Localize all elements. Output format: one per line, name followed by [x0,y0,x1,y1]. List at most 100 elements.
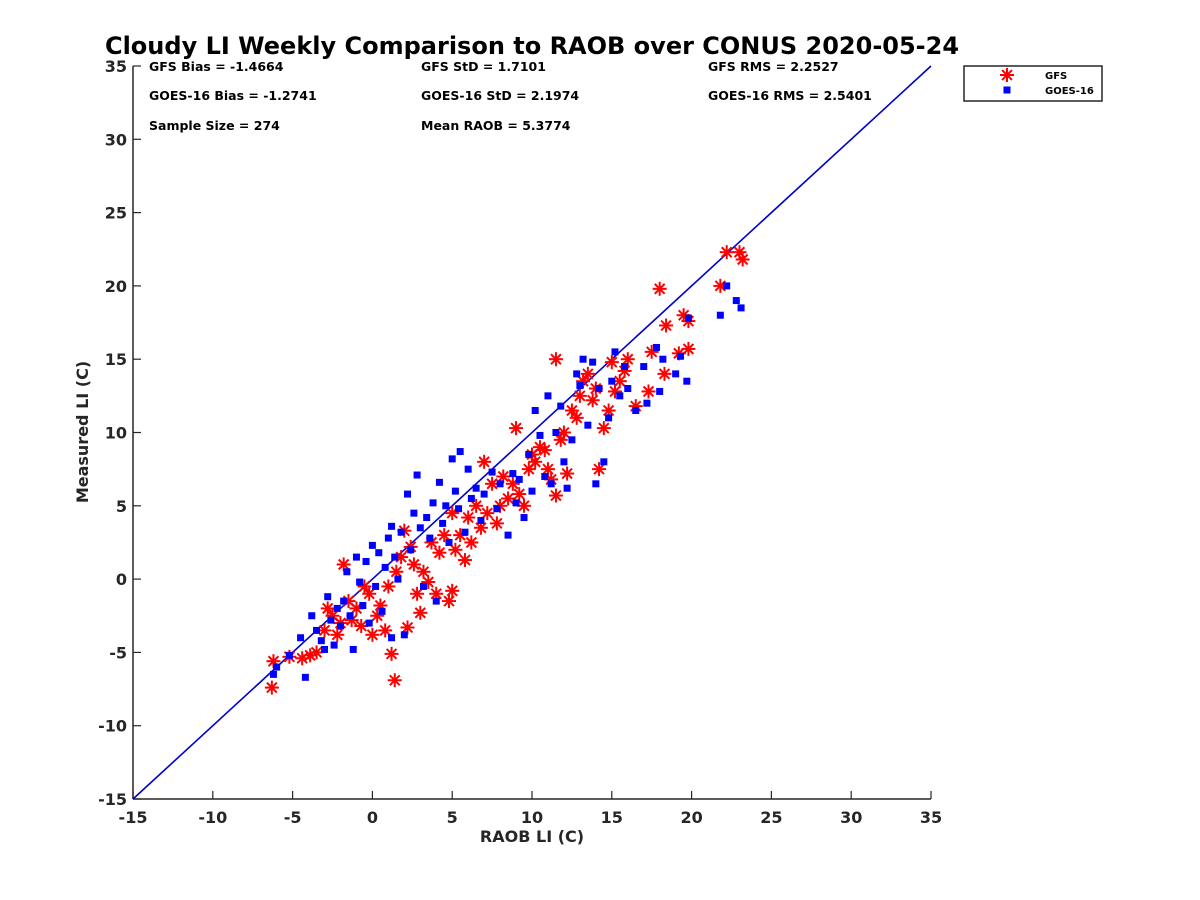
y-tick-label: -10 [98,717,127,736]
goes16-point [723,282,731,290]
gfs-point [387,673,402,688]
goes16-point [600,458,608,466]
legend: GFS GOES-16 [963,65,1103,102]
goes16-point [589,358,597,366]
x-tick-label: 5 [447,808,458,827]
goes16-point [477,516,485,524]
goes16-point [356,578,364,586]
goes16-point [467,494,475,502]
y-tick-label: -5 [109,643,127,662]
goes16-point [672,370,680,378]
goes16-point [573,370,581,378]
gfs-point [437,528,452,543]
goes16-point [407,546,415,554]
gfs-point [641,384,656,399]
goes16-point [439,519,447,527]
gfs-point [607,384,622,399]
y-tick-label: 25 [105,204,127,223]
goes16-bias-stat: GOES-16 Bias = -1.2741 [149,88,317,103]
legend-gfs-label: GFS [1045,71,1067,82]
goes16-point [375,549,383,557]
goes16-point [568,436,576,444]
goes16-point [442,502,450,510]
gfs-point [410,586,425,601]
goes16-point [560,458,568,466]
goes16-point [528,487,536,495]
goes16-point [423,514,431,522]
goes16-point [531,407,539,415]
gfs-point [336,557,351,572]
statistics-block: GFS Bias = -1.4664 GFS StD = 1.7101 GFS … [149,59,872,133]
goes16-point [737,304,745,312]
goes16-point [683,377,691,385]
goes16-point [640,363,648,371]
goes16-point [426,534,434,542]
goes16-point [372,582,380,590]
gfs-point [580,366,595,381]
goes16-point [480,490,488,498]
goes16-point [676,352,684,360]
gfs-point [564,403,579,418]
goes16-point [509,470,517,478]
gfs-point [681,341,696,356]
legend-goes16-label: GOES-16 [1045,86,1094,97]
gfs-point [406,557,421,572]
goes16-point [643,399,651,407]
goes16-point [327,616,335,624]
goes16-series [269,282,745,681]
goes16-point [313,626,321,634]
gfs-point [620,352,635,367]
goes16-point [391,553,399,561]
gfs-point [457,553,472,568]
x-tick-label: 35 [920,808,942,827]
goes16-point [684,314,692,322]
goes16-point [624,385,632,393]
x-tick-label: 15 [601,808,623,827]
goes16-point [493,505,501,513]
goes16-point [384,534,392,542]
legend-goes16-square-icon [1003,86,1011,94]
gfs-point [572,388,587,403]
gfs-std-stat: GFS StD = 1.7101 [421,59,546,74]
goes16-point [512,499,520,507]
gfs-point [365,627,380,642]
goes16-point [419,582,427,590]
gfs-point [469,498,484,513]
goes16-point [504,531,512,539]
gfs-point [569,410,584,425]
y-tick-label: 5 [116,497,127,516]
goes16-point [308,612,316,620]
goes16-point [413,471,421,479]
goes16-point [269,670,277,678]
goes16-point [496,480,504,488]
gfs-point [604,355,619,370]
goes16-point [285,651,293,659]
goes16-point [579,355,587,363]
gfs-point [448,542,463,557]
goes16-point [333,604,341,612]
gfs-point [501,491,516,506]
goes16-point [536,431,544,439]
gfs-point [657,366,672,381]
gfs-bias-stat: GFS Bias = -1.4664 [149,59,284,74]
goes16-point [464,465,472,473]
one-to-one-reference-line [132,65,932,800]
gfs-point [320,601,335,616]
y-axis-ticks: -15 -10 -5 0 5 10 15 20 25 30 35 [98,57,141,809]
goes16-point [343,568,351,576]
goes16-point [336,622,344,630]
gfs-point [537,443,552,458]
gfs-point [381,579,396,594]
x-tick-label: 20 [680,808,702,827]
goes16-point [352,553,360,561]
x-axis-ticks: -15 -10 -5 0 5 10 15 20 25 30 35 [119,791,942,827]
x-tick-label: -15 [119,808,148,827]
goes16-point [632,407,640,415]
goes16-point [321,645,329,653]
y-axis-label: Measured LI (C) [73,361,92,503]
goes16-point [611,348,619,356]
x-axis-label: RAOB LI (C) [480,827,584,846]
gfs-point [612,374,627,389]
goes16-point [362,558,370,566]
